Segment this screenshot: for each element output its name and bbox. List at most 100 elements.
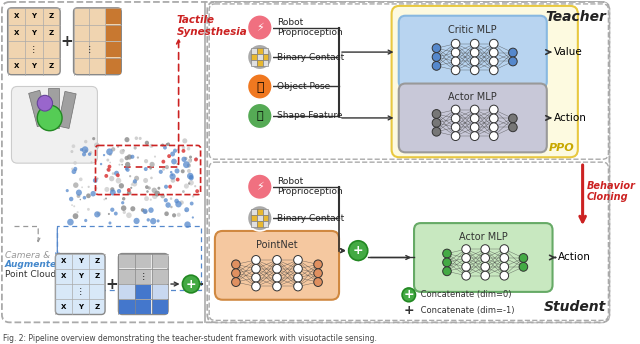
Circle shape xyxy=(432,62,441,70)
Circle shape xyxy=(462,262,470,271)
Circle shape xyxy=(152,193,157,199)
Text: ⋮: ⋮ xyxy=(76,287,84,296)
Circle shape xyxy=(170,197,172,200)
Circle shape xyxy=(74,167,77,171)
Circle shape xyxy=(164,185,168,189)
Circle shape xyxy=(106,159,109,162)
Circle shape xyxy=(481,262,490,271)
Circle shape xyxy=(73,205,75,207)
Text: Shape Feature: Shape Feature xyxy=(277,111,342,120)
Circle shape xyxy=(443,258,451,267)
Circle shape xyxy=(194,158,198,161)
Circle shape xyxy=(82,152,86,157)
FancyBboxPatch shape xyxy=(12,86,97,163)
Bar xyxy=(251,209,257,215)
Circle shape xyxy=(37,105,62,131)
Circle shape xyxy=(432,118,441,127)
Circle shape xyxy=(157,187,161,190)
Circle shape xyxy=(159,170,163,174)
Circle shape xyxy=(107,168,111,172)
FancyBboxPatch shape xyxy=(118,254,168,314)
Circle shape xyxy=(148,207,154,213)
Bar xyxy=(136,300,151,314)
Text: Actor MLP: Actor MLP xyxy=(449,93,497,103)
Circle shape xyxy=(181,157,187,162)
Circle shape xyxy=(182,190,185,193)
Circle shape xyxy=(114,171,119,176)
Circle shape xyxy=(37,95,52,111)
Circle shape xyxy=(165,202,171,208)
Circle shape xyxy=(109,162,111,163)
Circle shape xyxy=(195,158,198,160)
Bar xyxy=(251,60,257,66)
Bar xyxy=(119,269,134,283)
FancyBboxPatch shape xyxy=(8,8,60,75)
Circle shape xyxy=(188,182,190,185)
Bar xyxy=(119,254,134,268)
Circle shape xyxy=(84,149,88,152)
Circle shape xyxy=(173,149,177,153)
Circle shape xyxy=(109,153,112,156)
Text: Student: Student xyxy=(544,301,607,314)
Circle shape xyxy=(470,48,479,57)
Circle shape xyxy=(150,218,156,224)
Circle shape xyxy=(121,205,126,211)
Text: +: + xyxy=(186,278,196,291)
FancyBboxPatch shape xyxy=(56,254,105,314)
Circle shape xyxy=(146,190,148,193)
Circle shape xyxy=(106,148,113,155)
Circle shape xyxy=(194,185,196,187)
Text: ⋮: ⋮ xyxy=(30,45,38,54)
Circle shape xyxy=(134,218,140,224)
Circle shape xyxy=(148,186,151,190)
Circle shape xyxy=(184,157,188,160)
Bar xyxy=(262,221,268,227)
Bar xyxy=(251,215,257,221)
Bar xyxy=(262,60,268,66)
Circle shape xyxy=(171,178,175,183)
Circle shape xyxy=(451,39,460,48)
Circle shape xyxy=(71,168,74,170)
Bar xyxy=(257,54,262,60)
Circle shape xyxy=(123,211,126,214)
Bar xyxy=(257,48,262,54)
Circle shape xyxy=(443,267,451,276)
Circle shape xyxy=(147,218,150,222)
Circle shape xyxy=(125,167,128,171)
FancyBboxPatch shape xyxy=(207,2,609,322)
Bar xyxy=(106,42,121,57)
Circle shape xyxy=(189,159,192,162)
Text: 📍: 📍 xyxy=(256,81,264,94)
Circle shape xyxy=(171,174,173,176)
Circle shape xyxy=(134,137,138,140)
Circle shape xyxy=(90,191,96,196)
Circle shape xyxy=(152,187,157,193)
Circle shape xyxy=(116,178,122,184)
Bar xyxy=(262,48,268,54)
Circle shape xyxy=(97,212,101,216)
Circle shape xyxy=(470,57,479,66)
Text: X: X xyxy=(61,304,67,310)
Text: Synesthesia: Synesthesia xyxy=(177,26,248,36)
Circle shape xyxy=(117,146,119,148)
Bar xyxy=(262,215,268,221)
Circle shape xyxy=(144,210,147,214)
Circle shape xyxy=(131,155,134,159)
Circle shape xyxy=(74,161,77,165)
Circle shape xyxy=(104,198,105,201)
Text: Y: Y xyxy=(77,258,83,264)
Circle shape xyxy=(481,254,490,262)
Circle shape xyxy=(470,114,479,123)
Circle shape xyxy=(175,201,182,207)
Circle shape xyxy=(490,123,498,132)
Circle shape xyxy=(490,39,498,48)
Bar xyxy=(106,8,121,24)
Circle shape xyxy=(109,176,115,181)
Bar xyxy=(152,284,168,299)
Circle shape xyxy=(509,57,517,66)
Circle shape xyxy=(248,103,272,129)
Circle shape xyxy=(94,187,97,190)
Circle shape xyxy=(93,178,97,183)
Circle shape xyxy=(134,146,137,150)
Circle shape xyxy=(73,213,78,219)
